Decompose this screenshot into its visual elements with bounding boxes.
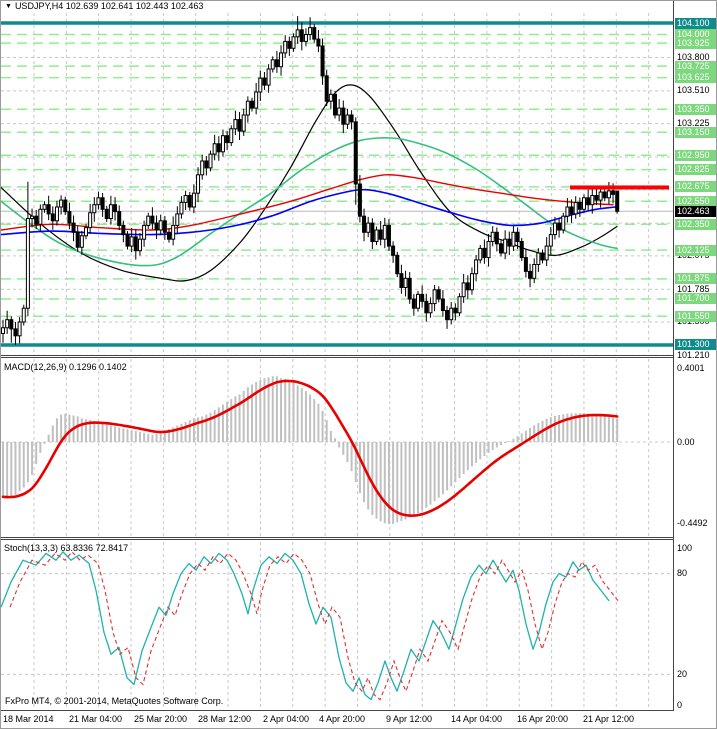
date-label: 2 Apr 04:00 xyxy=(263,714,310,724)
stoch-indicator-label: Stoch(13,3,3) 63.8336 72.8417 xyxy=(4,543,129,553)
price-axis-label: 101.785 xyxy=(675,284,716,295)
price-level-label: 101.300 xyxy=(675,339,716,350)
price-level-label: 104.100 xyxy=(675,18,716,29)
price-level-label: 102.675 xyxy=(675,181,716,192)
date-axis: 18 Mar 2014 21 Mar 04:00 25 Mar 20:00 28 Ma… xyxy=(1,712,716,728)
macd-axis-label: -0.4492 xyxy=(675,518,716,529)
price-level-label: 103.350 xyxy=(675,104,716,115)
price-axis-label: 103.510 xyxy=(675,85,716,96)
stoch-axis-label: 0 xyxy=(675,700,716,711)
macd-axis-label: 0.4001 xyxy=(675,363,716,374)
date-label: 28 Mar 12:00 xyxy=(198,714,252,724)
macd-indicator-label: MACD(12,26,9) 0.1296 0.1402 xyxy=(4,362,127,372)
stoch-axis-label: 20 xyxy=(675,669,716,680)
date-label: 14 Apr 04:00 xyxy=(451,714,503,724)
price-level-label: 102.125 xyxy=(675,245,716,256)
date-label: 21 Apr 12:00 xyxy=(583,714,635,724)
date-label: 21 Mar 04:00 xyxy=(69,714,123,724)
date-label: 18 Mar 2014 xyxy=(3,714,54,724)
price-level-label: 101.550 xyxy=(675,311,716,322)
price-axis-label: 101.210 xyxy=(675,350,716,361)
price-axis-label: 103.225 xyxy=(675,118,716,129)
price-level-label: 101.700 xyxy=(675,293,716,304)
chart-canvas[interactable] xyxy=(1,1,674,712)
current-price-label: 102.463 xyxy=(675,206,716,217)
price-axis-label: 103.800 xyxy=(675,52,716,63)
price-level-label: 102.350 xyxy=(675,219,716,230)
price-level-label: 102.825 xyxy=(675,164,716,175)
price-level-label: 103.150 xyxy=(675,127,716,138)
price-level-label: 104.000 xyxy=(675,29,716,40)
price-level-label: 101.875 xyxy=(675,273,716,284)
date-label: 16 Apr 20:00 xyxy=(517,714,569,724)
price-level-label: 103.725 xyxy=(675,61,716,72)
price-level-label: 102.550 xyxy=(675,196,716,207)
copyright-text: FxPro MT4, © 2001-2014, MetaQuotes Softw… xyxy=(5,696,224,706)
date-label: 9 Apr 12:00 xyxy=(386,714,433,724)
price-axis: 103.800103.510103.225102.075101.785101.5… xyxy=(674,1,716,712)
date-label: 4 Apr 20:00 xyxy=(319,714,366,724)
stoch-axis-label: 80 xyxy=(675,568,716,579)
chart-title-bar: ▼ USDJPY,H4 102.639 102.641 102.443 102.4… xyxy=(1,1,673,13)
date-label: 25 Mar 20:00 xyxy=(134,714,188,724)
symbol-dropdown-icon[interactable]: ▼ xyxy=(5,3,12,10)
price-level-label: 103.625 xyxy=(675,72,716,83)
price-level-label: 103.925 xyxy=(675,38,716,49)
macd-axis-label: 0.00 xyxy=(675,437,716,448)
stoch-axis-label: 100 xyxy=(675,543,716,554)
chart-title: USDJPY,H4 102.639 102.641 102.443 102.46… xyxy=(14,1,204,11)
price-level-label: 102.950 xyxy=(675,150,716,161)
